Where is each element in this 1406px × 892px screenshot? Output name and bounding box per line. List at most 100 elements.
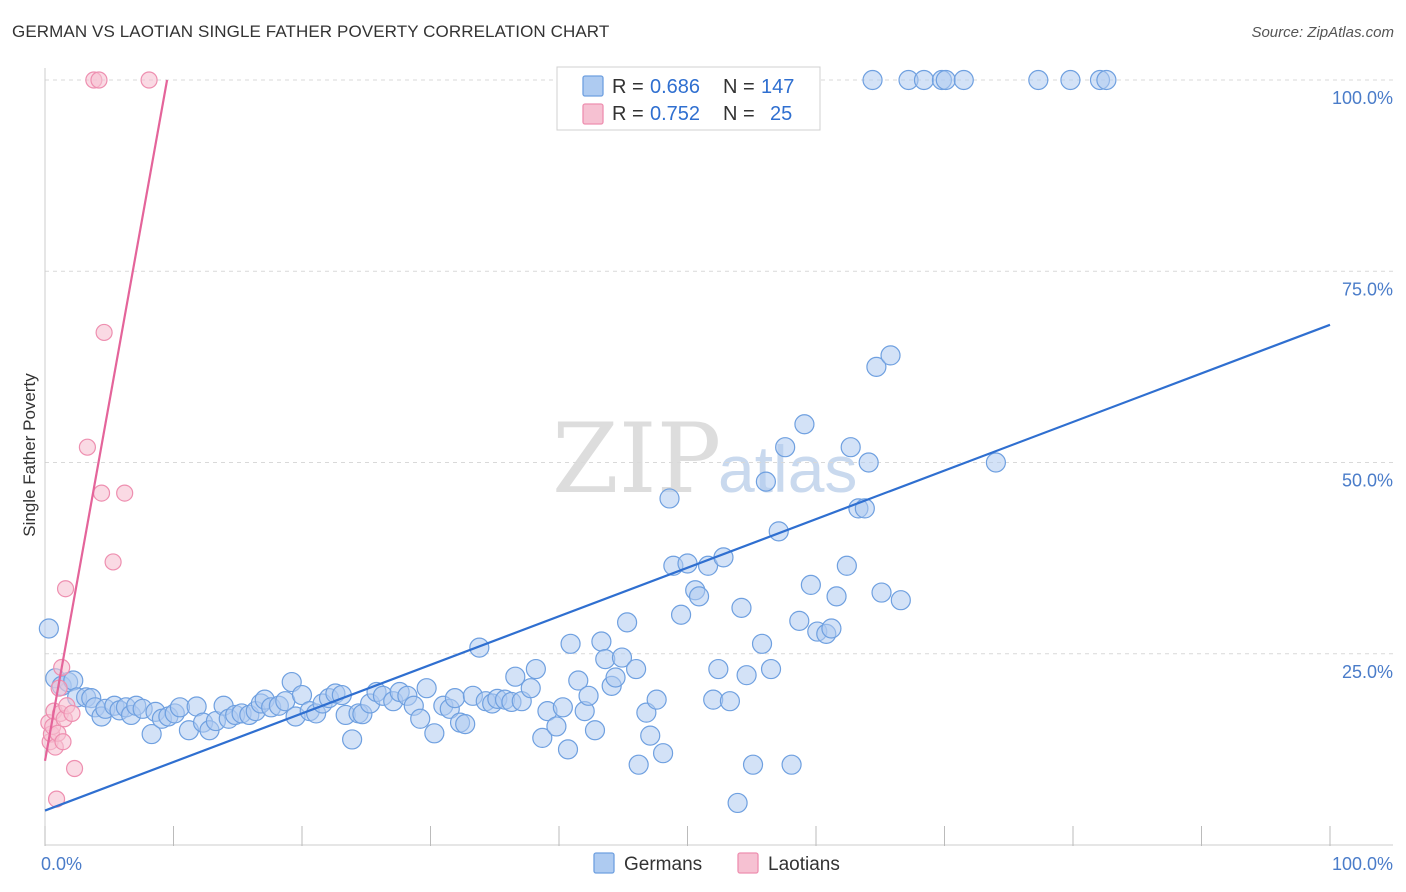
german-point (866, 356, 887, 377)
german-point (469, 637, 490, 658)
series-germans (38, 69, 1117, 814)
laotian-point (104, 553, 122, 571)
laotian-point (140, 71, 158, 89)
german-point (141, 723, 162, 745)
german-point (781, 754, 802, 775)
y-tick-label-100: 100.0% (1332, 88, 1393, 108)
german-point (38, 618, 59, 639)
y-tick-label-25: 25.0% (1342, 662, 1393, 682)
german-point (794, 414, 815, 435)
series-laotians (40, 71, 158, 808)
german-point (760, 658, 782, 680)
german-point (659, 488, 680, 509)
german-point (546, 716, 567, 737)
german-point (532, 727, 553, 749)
y-tick-label-75: 75.0% (1342, 279, 1393, 299)
bottom-legend-label-laotians: Laotians (768, 854, 840, 875)
watermark-zip: ZIP (552, 403, 721, 515)
bottom-legend-swatch-germans (593, 852, 615, 874)
german-point (444, 688, 466, 709)
german-point (591, 631, 612, 652)
german-point (708, 658, 729, 680)
laotian-point (95, 323, 113, 342)
german-point (520, 678, 541, 699)
german-point (727, 792, 748, 814)
german-point (625, 658, 647, 680)
bottom-legend-label-germans: Germans (624, 854, 702, 875)
laotian-point (54, 733, 72, 751)
german-point (525, 658, 546, 680)
german-point (560, 633, 581, 654)
german-point (731, 597, 752, 618)
y-tick-labels: 25.0% 50.0% 75.0% 100.0% (1332, 88, 1393, 682)
german-point (719, 691, 741, 712)
y-axis-label: Single Father Poverty (20, 373, 39, 537)
german-point (836, 555, 857, 576)
german-point (578, 685, 599, 706)
legend-n-label-laotians: N = (723, 103, 755, 125)
laotian-point (92, 484, 111, 502)
german-point (1096, 69, 1117, 91)
german-point (862, 69, 883, 91)
german-point (858, 452, 879, 473)
laotian-point (65, 759, 84, 778)
laotian-point (56, 580, 75, 598)
german-point (789, 610, 810, 631)
german-point (826, 586, 847, 607)
legend-r-value-germans: 0.686 (650, 76, 700, 98)
german-point (605, 667, 626, 688)
laotian-point (116, 484, 134, 502)
y-tick-label-50: 50.0% (1342, 471, 1393, 491)
german-point (854, 498, 875, 519)
german-point (652, 743, 674, 764)
german-point (935, 69, 956, 91)
german-point (880, 345, 901, 366)
german-point (424, 723, 445, 744)
german-point (646, 689, 667, 710)
german-point (821, 618, 842, 639)
laotian-point (90, 71, 108, 89)
german-point (595, 649, 616, 670)
german-point (800, 574, 821, 596)
stats-legend: R = 0.686 N = 147 R = 0.752 N = 25 (556, 66, 821, 131)
german-point (410, 708, 431, 729)
german-point (871, 582, 892, 603)
x-tick-label-min: 0.0% (41, 854, 82, 874)
german-point (751, 633, 773, 654)
watermark: ZIP atlas (552, 403, 857, 515)
trend-line-laotians (43, 79, 169, 762)
x-tick-labels: 0.0% 100.0% (41, 854, 1393, 874)
german-point (611, 647, 633, 668)
german-point (617, 612, 638, 633)
laotian-point (63, 704, 81, 723)
german-point (688, 586, 710, 607)
german-point (505, 666, 526, 687)
legend-r-value-laotians: 0.752 (650, 103, 700, 125)
german-point (1028, 69, 1049, 91)
laotian-point (78, 438, 97, 456)
german-point (584, 720, 606, 741)
legend-swatch-laotians (582, 103, 604, 125)
german-point (552, 697, 573, 718)
german-point (755, 471, 776, 492)
trend-lines (43, 79, 1331, 812)
chart-title: GERMAN VS LAOTIAN SINGLE FATHER POVERTY … (12, 22, 610, 41)
x-tick-label-max: 100.0% (1332, 854, 1393, 874)
german-point (455, 714, 476, 735)
german-point (1060, 69, 1081, 91)
german-point (640, 725, 661, 746)
legend-swatch-germans (582, 75, 604, 97)
german-point (985, 452, 1007, 473)
bottom-legend-swatch-laotians (737, 852, 759, 874)
german-point (953, 69, 974, 91)
german-point (890, 590, 911, 611)
german-point (628, 754, 649, 775)
trend-line-germans (44, 323, 1331, 812)
german-point (557, 739, 579, 760)
german-point (913, 69, 935, 91)
legend-n-value-laotians: 25 (770, 103, 792, 125)
legend-r-label-germans: R = (612, 76, 644, 98)
german-point (775, 437, 796, 458)
german-point (703, 689, 724, 710)
